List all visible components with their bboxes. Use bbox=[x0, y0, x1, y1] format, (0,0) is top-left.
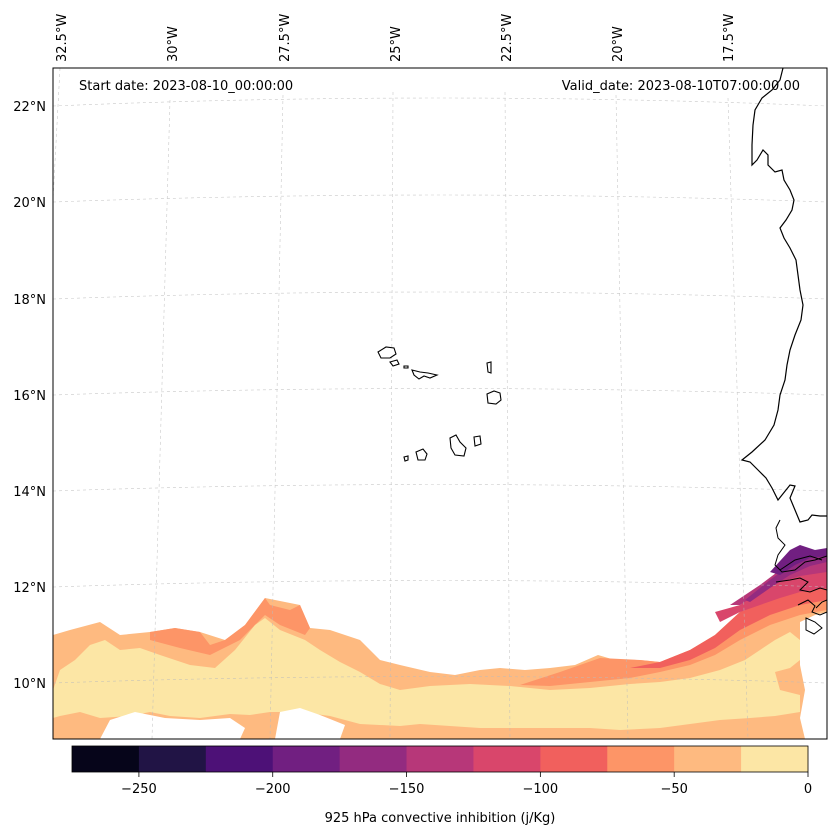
lat-label-16n: 16°N bbox=[13, 389, 46, 404]
coastline-senegal-gambia bbox=[774, 519, 828, 593]
latitude-labels: 22°N 20°N 18°N 16°N 14°N 12°N 10°N bbox=[13, 100, 46, 692]
colorbar-tick-label: −50 bbox=[660, 782, 687, 797]
colorbar-swatches bbox=[72, 746, 809, 772]
cin-band-minus-100-to-minus-75 bbox=[715, 568, 827, 622]
colorbar-tick-label: −150 bbox=[389, 782, 425, 797]
map-background bbox=[53, 68, 827, 739]
graticule-parallel-10n bbox=[52, 676, 828, 684]
longitude-labels: 32.5°W 30°W 27.5°W 25°W 22.5°W 20°W 17.5… bbox=[55, 14, 737, 62]
colorbar-label: 925 hPa convective inhibition (j/Kg) bbox=[325, 811, 556, 826]
lon-label-22-5w: 22.5°W bbox=[500, 14, 515, 62]
graticule-meridian-27-5w bbox=[269, 94, 284, 740]
colorbar-swatch bbox=[205, 746, 274, 772]
lon-label-17-5w: 17.5°W bbox=[722, 14, 737, 62]
lon-label-25w: 25°W bbox=[389, 26, 404, 62]
colorbar-tick-label: −250 bbox=[121, 782, 157, 797]
graticule-meridian-32-5w bbox=[52, 67, 61, 201]
lon-label-20w: 20°W bbox=[611, 26, 626, 62]
colorbar-tick-label: 0 bbox=[804, 782, 812, 797]
colorbar-tick-label: −200 bbox=[255, 782, 291, 797]
coastline-africa bbox=[740, 67, 827, 523]
coastline-guinea-bissau bbox=[797, 599, 828, 635]
island-fogo bbox=[415, 448, 428, 461]
lat-label-18n: 18°N bbox=[13, 293, 46, 308]
data-gaps bbox=[100, 612, 827, 739]
graticule bbox=[52, 67, 828, 740]
map-panel: Start date: 2023-08-10_00:00:00 Valid_da… bbox=[52, 67, 828, 740]
island-sao-nicolau bbox=[411, 369, 439, 380]
data-gap-right bbox=[800, 612, 827, 739]
graticule-meridian-20w bbox=[615, 94, 629, 740]
graticule-meridian-17-5w bbox=[727, 97, 749, 740]
graticule-parallel-22n bbox=[52, 97, 828, 107]
lon-label-27-5w: 27.5°W bbox=[278, 14, 293, 62]
colorbar: −250 −200 −150 −100 −50 0 925 hPa convective … bbox=[71, 745, 812, 826]
colorbar-swatch bbox=[741, 746, 809, 772]
lon-label-32-5w: 32.5°W bbox=[55, 14, 70, 62]
graticule-meridian-30w bbox=[151, 99, 171, 740]
colorbar-swatch bbox=[339, 746, 408, 772]
island-santa-luzia bbox=[403, 365, 409, 369]
island-santo-antao bbox=[377, 346, 397, 359]
valid-date-label: Valid_date: 2023-08-10T07:00:00.00 bbox=[562, 79, 800, 94]
colorbar-ticks: −250 −200 −150 −100 −50 0 bbox=[121, 772, 812, 797]
colorbar-swatch bbox=[473, 746, 541, 772]
lat-label-22n: 22°N bbox=[13, 100, 46, 115]
colorbar-swatch bbox=[607, 746, 675, 772]
cin-field bbox=[53, 545, 827, 739]
cin-band-minus-25-to-0 bbox=[53, 618, 800, 730]
lat-label-10n: 10°N bbox=[13, 677, 46, 692]
cape-verde-islands bbox=[377, 346, 502, 462]
start-date-label: Start date: 2023-08-10_00:00:00 bbox=[79, 79, 293, 94]
cin-band-minus-150-to-minus-125 bbox=[745, 550, 827, 602]
colorbar-swatch bbox=[540, 746, 608, 772]
colorbar-swatch bbox=[674, 746, 742, 772]
island-santiago bbox=[449, 434, 467, 457]
map-frame bbox=[52, 67, 828, 740]
colorbar-swatch bbox=[272, 746, 341, 772]
island-maio bbox=[473, 435, 482, 447]
island-sao-vicente bbox=[389, 359, 400, 367]
graticule-parallel-20n bbox=[52, 194, 828, 203]
colorbar-swatch bbox=[138, 746, 207, 772]
colorbar-tick-label: −100 bbox=[523, 782, 559, 797]
graticule-parallel-14n bbox=[52, 484, 828, 492]
island-boa-vista bbox=[486, 390, 502, 405]
graticule-parallel-18n bbox=[52, 291, 828, 300]
colorbar-swatch bbox=[406, 746, 474, 772]
island-brava bbox=[403, 455, 409, 462]
lon-label-30w: 30°W bbox=[166, 26, 181, 62]
cin-band-minus-75-to-minus-50 bbox=[630, 585, 827, 668]
lat-label-12n: 12°N bbox=[13, 581, 46, 596]
island-sal bbox=[486, 361, 492, 374]
colorbar-swatch bbox=[72, 746, 140, 772]
data-gap-left bbox=[100, 712, 245, 739]
graticule-parallel-12n bbox=[52, 580, 828, 588]
data-gap-center bbox=[275, 708, 345, 739]
graticule-parallel-16n bbox=[52, 388, 828, 396]
lat-label-14n: 14°N bbox=[13, 485, 46, 500]
lat-label-20n: 20°N bbox=[13, 196, 46, 211]
colorbar-frame bbox=[71, 745, 809, 773]
